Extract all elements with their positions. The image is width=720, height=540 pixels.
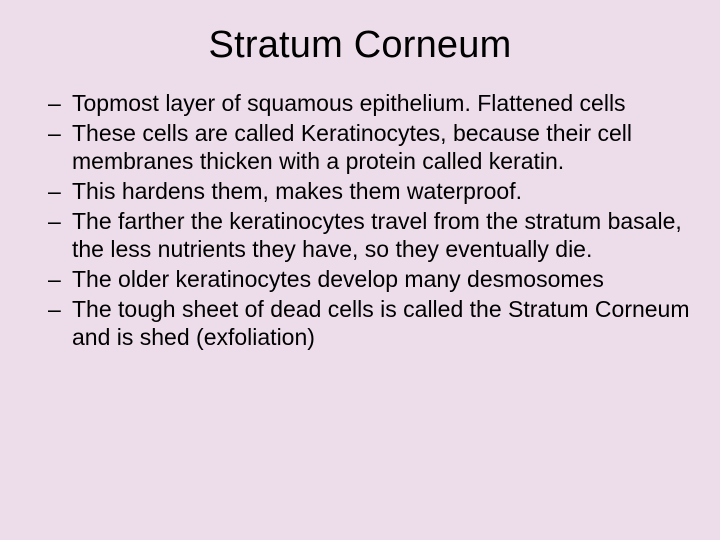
slide-title: Stratum Corneum	[30, 24, 690, 67]
list-item: The older keratinocytes develop many des…	[72, 265, 690, 293]
list-item: Topmost layer of squamous epithelium. Fl…	[72, 89, 690, 117]
list-item: This hardens them, makes them waterproof…	[72, 177, 690, 205]
list-item: The tough sheet of dead cells is called …	[72, 295, 690, 351]
list-item: The farther the keratinocytes travel fro…	[72, 207, 690, 263]
bullet-list: Topmost layer of squamous epithelium. Fl…	[30, 89, 690, 351]
list-item: These cells are called Keratinocytes, be…	[72, 119, 690, 175]
